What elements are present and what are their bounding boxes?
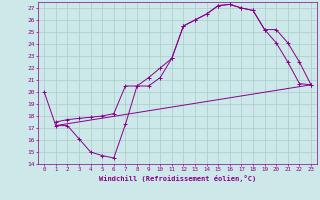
X-axis label: Windchill (Refroidissement éolien,°C): Windchill (Refroidissement éolien,°C) — [99, 175, 256, 182]
